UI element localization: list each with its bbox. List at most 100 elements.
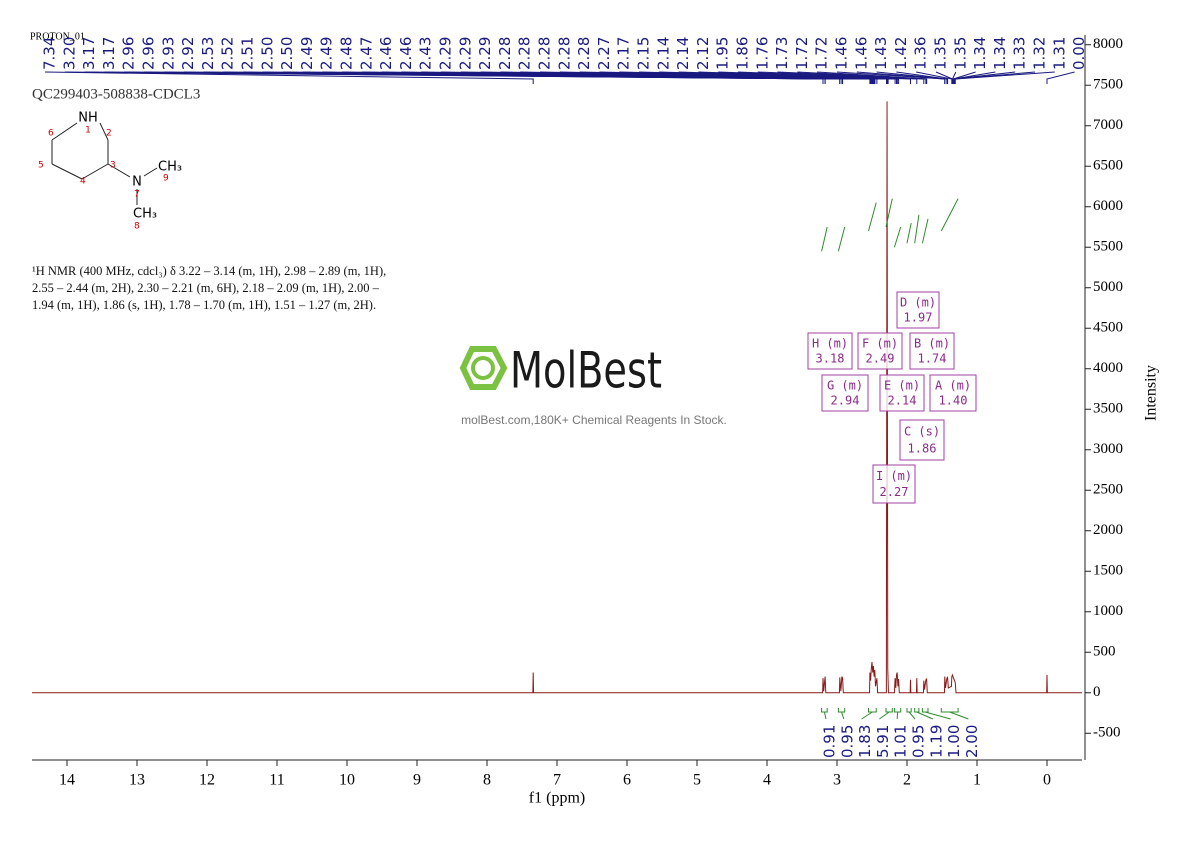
peak-label: 3.20 <box>60 37 78 70</box>
integral-label: 1.83 <box>856 725 874 758</box>
x-tick-label: 6 <box>623 772 631 789</box>
integral-label: 5.91 <box>874 725 892 758</box>
peak-label: 2.51 <box>239 37 257 70</box>
y-tick-label: 500 <box>1093 644 1116 660</box>
x-tick-label: 7 <box>553 772 561 789</box>
locant: 2 <box>106 129 112 139</box>
y-tick-label: 8000 <box>1093 36 1123 52</box>
multiplet-label: I (m) <box>876 469 912 483</box>
peak-label: 2.15 <box>635 37 653 70</box>
x-tick-label: 5 <box>693 772 701 789</box>
locant: 1 <box>85 126 91 136</box>
peak-label: 1.46 <box>852 37 870 70</box>
locant: 5 <box>38 161 44 171</box>
peak-label: 2.47 <box>357 37 375 70</box>
peak-label: 2.49 <box>298 37 316 70</box>
integral-leader <box>879 711 890 720</box>
peak-label: 3.17 <box>80 37 98 70</box>
peak-leader <box>952 71 996 84</box>
multiplet-shift: 1.86 <box>908 441 937 455</box>
multiplet-box <box>899 419 945 461</box>
integral-bracket <box>885 708 893 713</box>
peak-label: 1.34 <box>991 37 1009 70</box>
x-tick-label: 1 <box>973 772 981 789</box>
x-tick-label: 11 <box>269 772 284 789</box>
peak-label: 1.43 <box>872 37 890 70</box>
y-tick-label: 7000 <box>1093 117 1123 133</box>
multiplet-box <box>821 374 869 412</box>
multiplet-box <box>909 332 955 370</box>
integral-bracket <box>914 708 920 713</box>
peak-label: 1.72 <box>793 37 811 70</box>
multiplet-label: H (m) <box>812 336 848 350</box>
atom-label: CH₃ <box>158 160 182 175</box>
multiplet-box <box>857 332 903 370</box>
multiplet-shift: 2.49 <box>866 351 895 365</box>
peak-label: 2.28 <box>516 37 534 70</box>
peak-label: 2.93 <box>159 37 177 70</box>
multiplet-label: E (m) <box>884 378 920 392</box>
peak-leader <box>954 71 1055 84</box>
locant: 8 <box>134 222 140 232</box>
peak-label: 2.96 <box>120 37 138 70</box>
peak-label: 2.28 <box>536 37 554 70</box>
y-tick-label: 6000 <box>1093 198 1123 214</box>
peak-label: 1.86 <box>734 37 752 70</box>
integral-label: 1.01 <box>892 725 910 758</box>
multiplet-shift: 2.14 <box>888 393 917 407</box>
chart-title: QC299403-508838-CDCL3 <box>32 86 200 102</box>
sample-name: PROTON_01 <box>30 31 85 42</box>
x-tick-label: 8 <box>483 772 491 789</box>
y-tick-label: 7500 <box>1093 77 1123 93</box>
peak-label: 1.32 <box>1031 37 1049 70</box>
integral-bracket <box>906 708 912 713</box>
peak-label: 2.50 <box>278 37 296 70</box>
integral-leader <box>841 711 845 720</box>
y-tick-label: 6500 <box>1093 158 1123 174</box>
peak-leader <box>44 71 534 84</box>
nmr-description: ¹H NMR (400 MHz, cdcl₃) δ 3.22 – 3.14 (m… <box>32 264 387 312</box>
multiplet-label: A (m) <box>935 378 971 392</box>
logo-icon <box>459 346 508 390</box>
locant: 9 <box>163 174 169 184</box>
multiplet-label: D (m) <box>900 295 936 309</box>
y-tick-label: -500 <box>1093 725 1121 741</box>
watermark-brand: MolBest <box>510 342 662 400</box>
integral-label: 0.91 <box>821 725 839 758</box>
multiplet-label: F (m) <box>862 336 898 350</box>
integral-line <box>821 198 959 252</box>
peak-label: 2.14 <box>674 37 692 70</box>
integral-leader <box>916 711 934 720</box>
peak-label: 1.33 <box>1011 37 1029 70</box>
peak-label: 2.28 <box>555 37 573 70</box>
structure-bonds <box>51 122 158 205</box>
x-tick-label: 3 <box>833 772 841 789</box>
integral-leader <box>908 711 916 720</box>
integral-leader <box>949 711 969 720</box>
peak-label: 1.35 <box>951 37 969 70</box>
peak-leader <box>1046 71 1075 84</box>
peak-label: 2.50 <box>258 37 276 70</box>
peak-label: 2.27 <box>595 37 613 70</box>
y-tick-label: 1500 <box>1093 563 1123 579</box>
multiplet-shift: 1.74 <box>918 351 947 365</box>
x-tick-label: 14 <box>59 772 75 789</box>
y-tick-label: 5500 <box>1093 239 1123 255</box>
peak-label: 2.92 <box>179 37 197 70</box>
integral-bracket <box>940 708 959 713</box>
x-tick-label: 0 <box>1043 772 1051 789</box>
multiplet-label: G (m) <box>827 378 863 392</box>
y-axis-title: Intensity <box>1143 365 1160 421</box>
multiplet-box <box>896 291 940 329</box>
peak-label: 2.46 <box>397 37 415 70</box>
multiplet-box <box>872 464 916 504</box>
watermark-tagline: molBest.com,180K+ Chemical Reagents In S… <box>461 413 727 427</box>
peak-label: 0.00 <box>1070 37 1088 70</box>
y-tick-label: 2500 <box>1093 482 1123 498</box>
atom-label: NH <box>78 111 98 126</box>
integral-leader <box>861 711 873 720</box>
atom-label: N <box>132 175 142 190</box>
multiplet-shift: 1.40 <box>939 393 968 407</box>
